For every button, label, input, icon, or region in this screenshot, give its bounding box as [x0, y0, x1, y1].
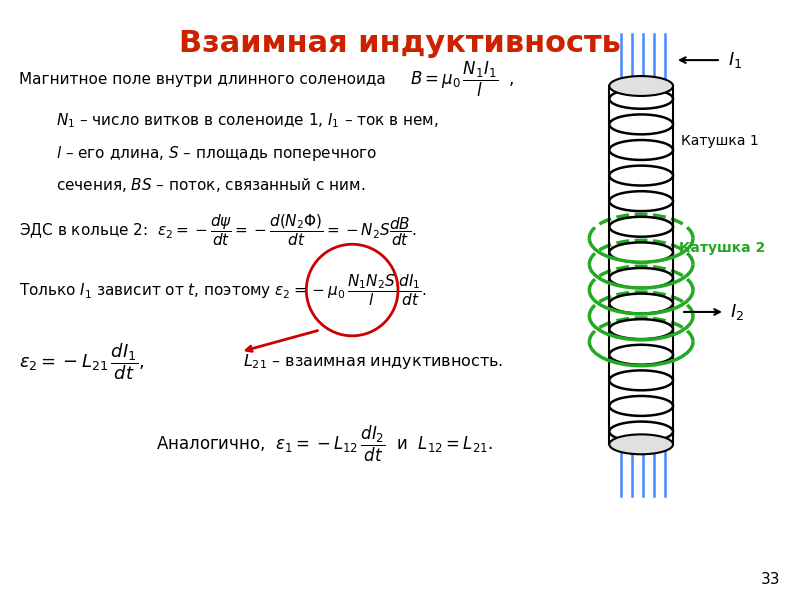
Text: $L_{21}$ – взаимная индуктивность.: $L_{21}$ – взаимная индуктивность. — [242, 352, 503, 371]
Text: ЭДС в кольце 2:  $\varepsilon_2 = -\dfrac{d\psi}{dt} = -\dfrac{d(N_2\Phi)}{dt} =: ЭДС в кольце 2: $\varepsilon_2 = -\dfrac… — [19, 212, 417, 248]
Text: Магнитное поле внутри длинного соленоида: Магнитное поле внутри длинного соленоида — [19, 71, 386, 86]
Text: $N_1$ – число витков в соленоиде 1, $I_1$ – ток в нем,: $N_1$ – число витков в соленоиде 1, $I_1… — [56, 112, 439, 130]
Text: $\varepsilon_2 = -L_{21}\,\dfrac{dI_1}{dt}$,: $\varepsilon_2 = -L_{21}\,\dfrac{dI_1}{d… — [19, 341, 145, 382]
Text: Только $I_1$ зависит от $t$, поэтому $\varepsilon_2 = -\mu_0\,\dfrac{N_1 N_2 S}{: Только $I_1$ зависит от $t$, поэтому $\v… — [19, 272, 427, 308]
Text: Катушка 2: Катушка 2 — [679, 241, 766, 255]
Ellipse shape — [610, 434, 673, 454]
Text: $I_2$: $I_2$ — [730, 302, 744, 322]
Text: Взаимная индуктивность: Взаимная индуктивность — [179, 29, 621, 58]
Text: Аналогично,  $\varepsilon_1 = -L_{12}\,\dfrac{dI_2}{dt}$  и  $L_{12} = L_{21}$.: Аналогично, $\varepsilon_1 = -L_{12}\,\d… — [156, 424, 493, 464]
Text: Катушка 1: Катушка 1 — [681, 134, 758, 148]
Text: сечения, $BS$ – поток, связанный с ним.: сечения, $BS$ – поток, связанный с ним. — [56, 176, 366, 194]
Text: $l$ – его длина, $S$ – площадь поперечного: $l$ – его длина, $S$ – площадь поперечно… — [56, 144, 378, 163]
Text: $I_1$: $I_1$ — [728, 50, 742, 70]
Text: 33: 33 — [761, 572, 781, 587]
Text: $B = \mu_0\,\dfrac{N_1 I_1}{l}$  ,: $B = \mu_0\,\dfrac{N_1 I_1}{l}$ , — [410, 59, 514, 98]
Ellipse shape — [610, 76, 673, 96]
